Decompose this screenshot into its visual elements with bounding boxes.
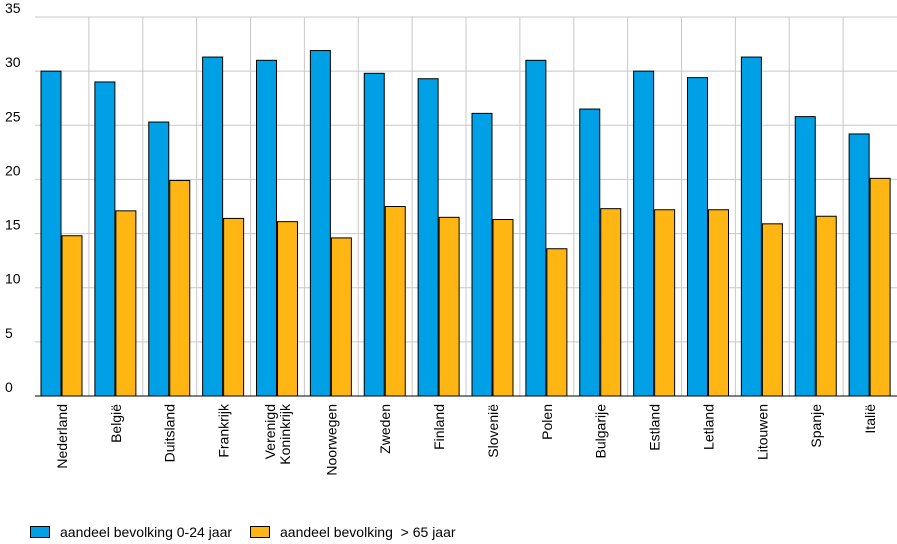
bar-65plus <box>61 235 83 397</box>
bar-0-24 <box>794 116 816 397</box>
bar-65plus <box>438 216 460 397</box>
bar-0-24 <box>148 121 170 397</box>
bar-0-24 <box>687 77 708 397</box>
chart-grid <box>35 16 897 396</box>
legend-item-65plus: aandeel bevolking > 65 jaar <box>250 524 456 540</box>
bar-65plus <box>815 215 837 397</box>
bar-65plus <box>708 209 729 397</box>
x-tick-label: Estland <box>647 404 663 451</box>
bar-0-24 <box>202 56 224 397</box>
x-tick-label: Zweden <box>377 404 393 454</box>
y-tick-label: 5 <box>5 325 13 341</box>
bar-65plus <box>330 237 352 397</box>
bar-65plus <box>223 217 245 397</box>
bar-65plus <box>169 180 191 397</box>
y-tick-label: 15 <box>5 217 21 233</box>
x-tick-label: Finland <box>431 404 447 450</box>
x-tick-label-line: België <box>108 404 124 443</box>
x-tick-label: Letland <box>700 404 716 450</box>
x-tick-label-line: Litouwen <box>754 404 770 460</box>
x-tick-label: Nederland <box>54 404 70 469</box>
bar-0-24 <box>94 81 116 397</box>
x-axis-ticks: Nederland België Duitsland Frankrijk Verenig… <box>54 403 878 476</box>
legend-label-65plus: aandeel bevolking > 65 jaar <box>280 524 456 540</box>
chart-bars <box>40 50 891 397</box>
y-tick-label: 20 <box>5 162 21 178</box>
bar-0-24 <box>309 50 331 397</box>
y-tick-label: 35 <box>5 0 21 16</box>
x-tick-label-line: Polen <box>539 404 555 440</box>
x-tick-label: België <box>108 404 124 443</box>
x-tick-label-line: Duitsland <box>162 404 178 462</box>
chart-legend: aandeel bevolking 0-24 jaar aandeel bevo… <box>30 524 474 540</box>
bar-0-24 <box>417 78 439 397</box>
x-tick-label-line: Noorwegen <box>323 404 339 476</box>
bar-65plus <box>761 223 783 397</box>
x-tick-label: Duitsland <box>162 404 178 462</box>
bar-0-24 <box>579 108 601 397</box>
bar-65plus <box>277 221 298 397</box>
bar-0-24 <box>256 59 277 397</box>
x-tick-label: Spanje <box>808 404 824 448</box>
x-tick-label: VerenigdKoninkrijk <box>262 403 293 465</box>
x-tick-label-line: Estland <box>647 404 663 451</box>
bar-0-24 <box>740 56 762 397</box>
x-tick-label-line: Spanje <box>808 404 824 448</box>
x-tick-label: Noorwegen <box>323 404 339 476</box>
bar-0-24 <box>633 70 655 397</box>
legend-swatch-65plus <box>250 526 271 538</box>
x-tick-label: Bulgarije <box>593 404 609 459</box>
bar-65plus <box>869 177 891 397</box>
bar-65plus <box>600 208 622 397</box>
y-tick-label: 0 <box>5 379 13 395</box>
bar-0-24 <box>363 72 385 397</box>
legend-label-0-24: aandeel bevolking 0-24 jaar <box>60 524 233 540</box>
bar-65plus <box>546 248 568 397</box>
y-axis-ticks: 0 5 10 15 20 25 30 35 <box>5 0 21 395</box>
x-tick-label-line: Verenigd <box>262 404 278 459</box>
x-tick-label: Frankrijk <box>216 403 232 458</box>
y-tick-label: 25 <box>5 108 21 124</box>
x-tick-label-line: Bulgarije <box>593 404 609 459</box>
legend-item-0-24: aandeel bevolking 0-24 jaar <box>30 524 232 540</box>
x-tick-label-line: Slovenië <box>485 404 501 458</box>
legend-swatch-0-24 <box>30 526 50 538</box>
bar-65plus <box>115 210 137 397</box>
bar-65plus <box>654 209 676 397</box>
bar-65plus <box>492 218 514 397</box>
x-tick-label: Polen <box>539 404 555 440</box>
y-tick-label: 30 <box>5 54 21 70</box>
x-tick-label-line: Zweden <box>377 404 393 454</box>
bar-0-24 <box>471 112 493 397</box>
x-tick-label-line: Frankrijk <box>216 403 232 458</box>
bar-0-24 <box>40 70 62 397</box>
x-tick-label: Slovenië <box>485 404 501 458</box>
x-tick-label: Litouwen <box>754 404 770 460</box>
y-tick-label: 10 <box>5 271 21 287</box>
x-tick-label-line: Letland <box>700 404 716 450</box>
bar-0-24 <box>525 59 547 397</box>
bar-65plus <box>384 206 406 397</box>
x-tick-label-line: Italië <box>862 404 878 434</box>
x-tick-label: Italië <box>862 404 878 434</box>
x-tick-label-line: Nederland <box>54 404 70 469</box>
x-tick-label-line: Finland <box>431 404 447 450</box>
bar-0-24 <box>848 133 870 397</box>
x-tick-label-line: Koninkrijk <box>277 403 293 465</box>
